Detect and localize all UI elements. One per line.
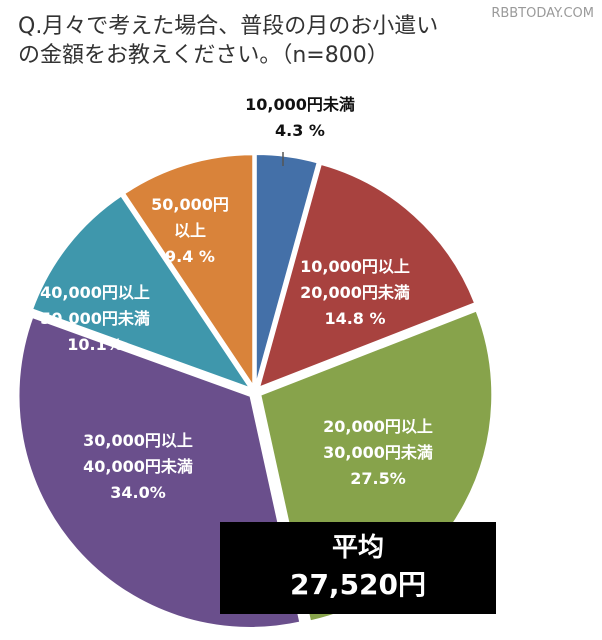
slice-label-4: 30,000円以上 40,000円未満 34.0% — [83, 431, 193, 502]
slice-label-3: 20,000円以上 30,000円未満 27.5% — [323, 417, 433, 488]
pie-slice-2 — [257, 162, 477, 390]
pie-slice-5 — [30, 194, 253, 391]
slice-label-5: 40,000円以上 50,000円未満 10.1% — [40, 283, 150, 354]
slice-category-line: 以上 — [174, 221, 206, 240]
slice-category-line: 20,000円未満 — [300, 283, 410, 302]
slice-label-6: 50,000円以上 9.4 % — [151, 195, 229, 266]
pie-slice-1 — [254, 153, 319, 387]
pie-slice-6 — [122, 153, 255, 390]
slice-category-line: 10,000円以上 — [300, 257, 410, 276]
slice-label-1: 10,000円未満 4.3 % — [245, 95, 355, 140]
slice-category-line: 10,000円未満 — [245, 95, 355, 114]
slice-category-line: 30,000円以上 — [83, 431, 193, 450]
chart-title-line-1: Q.月々で考えた場合、普段の月のお小遣い — [18, 14, 439, 39]
slice-percent: 27.5% — [350, 469, 406, 488]
slice-percent: 10.1% — [67, 335, 123, 354]
slice-category-line: 50,000円 — [151, 195, 229, 214]
chart-title-line-2: の金額をお教えください。（n=800） — [18, 43, 389, 68]
slice-category-line: 30,000円未満 — [323, 443, 433, 462]
chart-title: Q.月々で考えた場合、普段の月のお小遣い の金額をお教えください。（n=800） — [18, 12, 578, 70]
slice-percent: 34.0% — [110, 483, 166, 502]
average-box: 平均 27,520円 — [220, 522, 496, 614]
average-label: 平均 — [331, 533, 384, 563]
slice-category-line: 50,000円未満 — [40, 309, 150, 328]
slice-category-line: 40,000円以上 — [40, 283, 150, 302]
slice-percent: 14.8 % — [324, 309, 385, 328]
slice-percent: 4.3 % — [275, 121, 325, 140]
watermark: RBBTODAY.COM — [491, 6, 594, 21]
slice-category-line: 20,000円以上 — [323, 417, 433, 436]
slice-category-line: 40,000円未満 — [83, 457, 193, 476]
slice-label-2: 10,000円以上 20,000円未満 14.8 % — [300, 257, 410, 328]
average-value: 27,520円 — [289, 568, 427, 601]
slice-percent: 9.4 % — [165, 247, 215, 266]
